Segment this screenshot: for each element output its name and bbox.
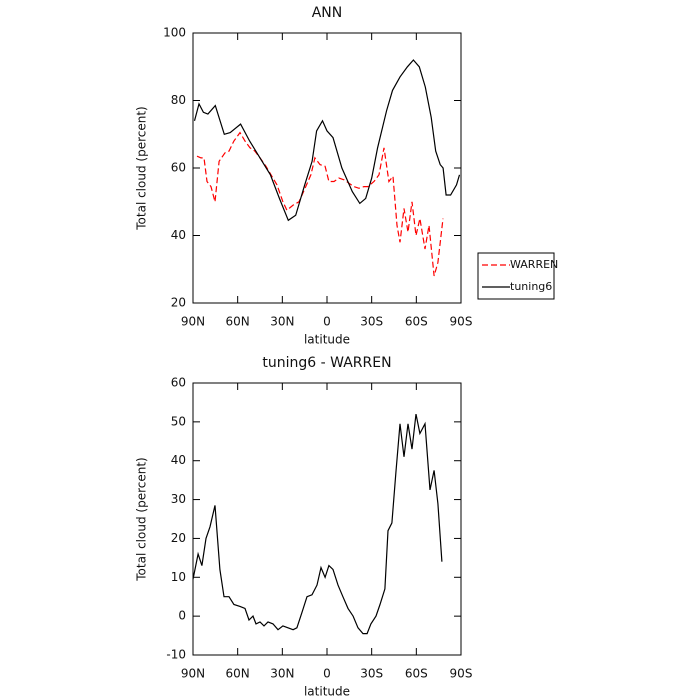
y-tick-label: 60 — [171, 161, 186, 175]
y-tick-label: 0 — [178, 609, 186, 623]
chart-title: tuning6 - WARREN — [262, 355, 391, 371]
y-tick-label: 100 — [163, 26, 186, 40]
x-tick-label: 0 — [323, 667, 331, 681]
x-tick-label: 60N — [226, 315, 250, 329]
legend-label: WARREN — [510, 258, 558, 271]
legend-box — [477, 252, 555, 300]
y-tick-label: 50 — [171, 414, 186, 428]
x-tick-label: 90N — [181, 315, 205, 329]
chart-title: ANN — [312, 5, 343, 21]
x-tick-label: 30N — [270, 315, 294, 329]
y-tick-label: 10 — [171, 570, 186, 584]
plot-frame — [192, 382, 462, 656]
plot-frame — [192, 32, 462, 304]
y-tick-label: 30 — [171, 492, 186, 506]
x-axis-label: latitude — [304, 685, 350, 699]
y-tick-label: 20 — [171, 531, 186, 545]
y-tick-label: 40 — [171, 228, 186, 242]
y-tick-label: 60 — [171, 376, 186, 390]
x-tick-label: 60S — [405, 667, 428, 681]
y-tick-label: -10 — [166, 648, 186, 662]
x-tick-label: 60S — [405, 315, 428, 329]
x-tick-label: 60N — [226, 667, 250, 681]
x-tick-label: 30S — [360, 667, 383, 681]
data-line — [192, 413, 443, 635]
x-tick-label: 30S — [360, 315, 383, 329]
y-axis-label: Total cloud (percent) — [135, 457, 149, 581]
x-tick-label: 90S — [450, 667, 473, 681]
y-tick-label: 80 — [171, 93, 186, 107]
y-tick-label: 40 — [171, 453, 186, 467]
x-tick-label: 90N — [181, 667, 205, 681]
x-tick-label: 90S — [450, 315, 473, 329]
legend-label: tuning6 — [510, 280, 552, 293]
data-line — [193, 59, 461, 222]
x-axis-label: latitude — [304, 333, 350, 347]
data-line — [196, 131, 444, 277]
x-tick-label: 30N — [270, 667, 294, 681]
y-axis-label: Total cloud (percent) — [135, 106, 149, 230]
y-tick-label: 20 — [171, 296, 186, 310]
x-tick-label: 0 — [323, 315, 331, 329]
